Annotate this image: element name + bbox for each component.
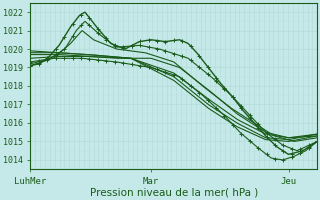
X-axis label: Pression niveau de la mer( hPa ): Pression niveau de la mer( hPa ): [90, 187, 258, 197]
